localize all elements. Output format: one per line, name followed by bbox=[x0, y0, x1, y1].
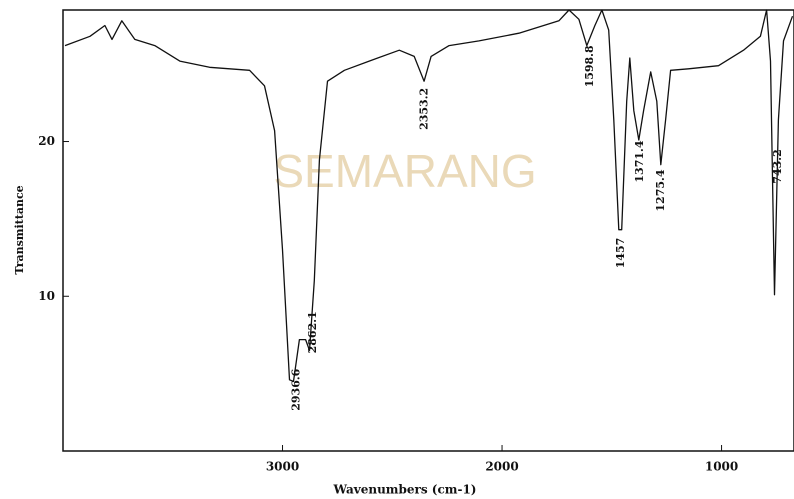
peak-label: 2353.2 bbox=[418, 88, 431, 130]
peak-label: 1275.4 bbox=[654, 169, 667, 211]
x-tick-label: 1000 bbox=[705, 460, 738, 474]
x-axis-label: Wavenumbers (cm-1) bbox=[333, 483, 477, 497]
spectrum-line bbox=[64, 9, 794, 383]
peak-label: 2936.6 bbox=[289, 368, 302, 410]
peak-label: 1371.4 bbox=[633, 140, 646, 182]
plot-frame bbox=[62, 9, 794, 452]
x-tick-label: 2000 bbox=[485, 460, 518, 474]
peak-label: 1598.8 bbox=[583, 45, 596, 87]
peak-label: 1457 bbox=[614, 238, 627, 269]
x-tick-label: 3000 bbox=[266, 460, 299, 474]
watermark: SEMARANG bbox=[273, 145, 536, 197]
y-tick-label: 20 bbox=[38, 134, 55, 148]
peak-label: 2862.1 bbox=[306, 311, 319, 353]
y-axis-label: Transmittance bbox=[13, 185, 26, 274]
y-tick-label: 10 bbox=[38, 289, 55, 303]
peak-label: 743.2 bbox=[771, 149, 784, 183]
